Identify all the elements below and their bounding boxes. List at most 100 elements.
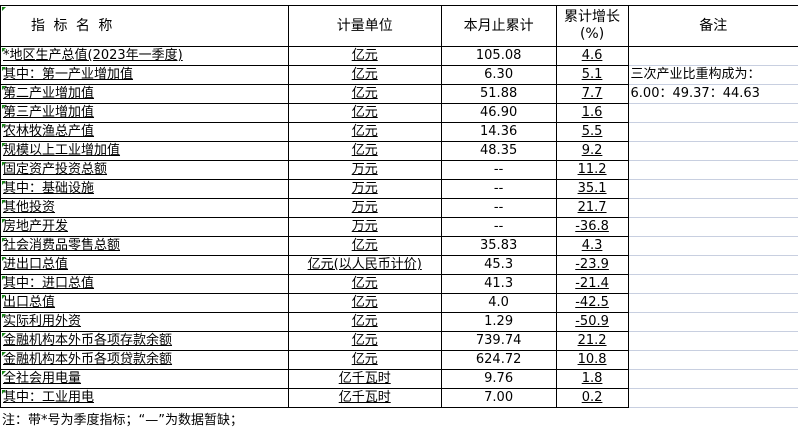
cell-remark[interactable] xyxy=(628,103,798,123)
cell-name[interactable]: 其中：基础设施 xyxy=(0,179,289,199)
cell-growth[interactable]: 1.8 xyxy=(555,369,629,389)
cell-value[interactable]: 51.88 xyxy=(440,84,557,104)
cell-value[interactable]: 1.29 xyxy=(440,312,557,332)
cell-name[interactable]: 第二产业增加值 xyxy=(0,84,289,104)
cell-name[interactable]: 出口总值 xyxy=(0,293,289,313)
cell-value[interactable]: 7.00 xyxy=(440,388,557,408)
cell-unit[interactable]: 亿千瓦时 xyxy=(287,388,442,408)
cell-name[interactable]: 固定资产投资总额 xyxy=(0,160,289,180)
cell-unit[interactable]: 亿元 xyxy=(287,141,442,161)
cell-name[interactable]: 其中：进口总值 xyxy=(0,274,289,294)
cell-remark[interactable] xyxy=(628,293,798,313)
cell-unit[interactable]: 亿元 xyxy=(287,46,442,66)
cell-value[interactable]: 6.30 xyxy=(440,65,557,85)
cell-growth[interactable]: 9.2 xyxy=(555,141,629,161)
cell-name[interactable]: 金融机构本外币各项存款余额 xyxy=(0,331,289,351)
cell-name[interactable]: 金融机构本外币各项贷款余额 xyxy=(0,350,289,370)
cell-growth[interactable]: 10.8 xyxy=(555,350,629,370)
cell-unit[interactable]: 亿元 xyxy=(287,65,442,85)
cell-value[interactable]: -- xyxy=(440,160,557,180)
cell-growth[interactable]: 21.2 xyxy=(555,331,629,351)
cell-value[interactable]: 9.76 xyxy=(440,369,557,389)
cell-name[interactable]: 第三产业增加值 xyxy=(0,103,289,123)
cell-value[interactable]: 45.3 xyxy=(440,255,557,275)
cell-name[interactable]: *地区生产总值(2023年一季度) xyxy=(0,46,289,66)
cell-growth[interactable]: 11.2 xyxy=(555,160,629,180)
cell-remark[interactable] xyxy=(628,369,798,389)
cell-remark[interactable] xyxy=(628,255,798,275)
cell-unit[interactable]: 亿元 xyxy=(287,312,442,332)
cell-name[interactable]: 其他投资 xyxy=(0,198,289,218)
cell-unit[interactable]: 亿元 xyxy=(287,84,442,104)
cell-remark[interactable]: 6.00：49.37：44.63 xyxy=(628,84,798,104)
cell-unit[interactable]: 万元 xyxy=(287,179,442,199)
cell-value[interactable]: -- xyxy=(440,217,557,237)
header-unit[interactable]: 计量单位 xyxy=(287,5,442,47)
cell-growth[interactable]: -36.8 xyxy=(555,217,629,237)
cell-growth[interactable]: 4.3 xyxy=(555,236,629,256)
cell-growth[interactable]: 1.6 xyxy=(555,103,629,123)
cell-unit[interactable]: 亿元 xyxy=(287,350,442,370)
header-cumulative[interactable]: 本月止累计 xyxy=(440,5,557,47)
cell-unit[interactable]: 万元 xyxy=(287,198,442,218)
cell-remark[interactable]: 三次产业比重构成为： xyxy=(628,65,798,85)
cell-name[interactable]: 房地产开发 xyxy=(0,217,289,237)
cell-remark[interactable] xyxy=(628,160,798,180)
cell-value[interactable]: 14.36 xyxy=(440,122,557,142)
cell-growth[interactable]: 21.7 xyxy=(555,198,629,218)
cell-value[interactable]: 41.3 xyxy=(440,274,557,294)
cell-growth[interactable]: 4.6 xyxy=(555,46,629,66)
cell-remark[interactable] xyxy=(628,122,798,142)
cell-remark[interactable] xyxy=(628,46,798,66)
cell-name[interactable]: 全社会用电量 xyxy=(0,369,289,389)
cell-growth[interactable]: -50.9 xyxy=(555,312,629,332)
cell-unit[interactable]: 万元 xyxy=(287,160,442,180)
cell-name[interactable]: 其中：第一产业增加值 xyxy=(0,65,289,85)
cell-unit[interactable]: 亿千瓦时 xyxy=(287,369,442,389)
cell-growth[interactable]: 5.5 xyxy=(555,122,629,142)
cell-remark[interactable] xyxy=(628,274,798,294)
cell-unit[interactable]: 亿元 xyxy=(287,103,442,123)
cell-value[interactable]: 35.83 xyxy=(440,236,557,256)
cell-unit[interactable]: 亿元 xyxy=(287,122,442,142)
cell-name[interactable]: 实际利用外资 xyxy=(0,312,289,332)
cell-growth[interactable]: 5.1 xyxy=(555,65,629,85)
cell-value[interactable]: -- xyxy=(440,179,557,199)
header-remark[interactable]: 备注 xyxy=(627,5,798,47)
cell-value[interactable]: 739.74 xyxy=(440,331,557,351)
header-growth[interactable]: 累计增长 (%) xyxy=(555,5,629,47)
cell-value[interactable]: 624.72 xyxy=(440,350,557,370)
cell-name[interactable]: 进出口总值 xyxy=(0,255,289,275)
cell-remark[interactable] xyxy=(628,236,798,256)
cell-name[interactable]: 其中：工业用电 xyxy=(0,388,289,408)
cell-growth[interactable]: -23.9 xyxy=(555,255,629,275)
cell-growth[interactable]: 7.7 xyxy=(555,84,629,104)
cell-unit[interactable]: 亿元 xyxy=(287,274,442,294)
cell-unit[interactable]: 亿元(以人民币计价) xyxy=(287,255,442,275)
cell-remark[interactable] xyxy=(628,217,798,237)
cell-growth[interactable]: 0.2 xyxy=(555,388,629,408)
cell-remark[interactable] xyxy=(628,312,798,332)
cell-unit[interactable]: 亿元 xyxy=(287,236,442,256)
cell-unit[interactable]: 亿元 xyxy=(287,331,442,351)
cell-value[interactable]: -- xyxy=(440,198,557,218)
cell-unit[interactable]: 亿元 xyxy=(287,293,442,313)
cell-remark[interactable] xyxy=(628,388,798,408)
cell-remark[interactable] xyxy=(628,141,798,161)
cell-value[interactable]: 46.90 xyxy=(440,103,557,123)
cell-growth[interactable]: -42.5 xyxy=(555,293,629,313)
cell-name[interactable]: 规模以上工业增加值 xyxy=(0,141,289,161)
cell-name[interactable]: 农林牧渔总产值 xyxy=(0,122,289,142)
cell-remark[interactable] xyxy=(628,331,798,351)
cell-value[interactable]: 4.0 xyxy=(440,293,557,313)
cell-name[interactable]: 社会消费品零售总额 xyxy=(0,236,289,256)
cell-growth[interactable]: -21.4 xyxy=(555,274,629,294)
cell-growth[interactable]: 35.1 xyxy=(555,179,629,199)
cell-value[interactable]: 105.08 xyxy=(440,46,557,66)
cell-remark[interactable] xyxy=(628,350,798,370)
cell-remark[interactable] xyxy=(628,179,798,199)
cell-remark[interactable] xyxy=(628,198,798,218)
header-name[interactable]: 指 标 名 称 xyxy=(0,5,289,47)
cell-value[interactable]: 48.35 xyxy=(440,141,557,161)
cell-unit[interactable]: 万元 xyxy=(287,217,442,237)
